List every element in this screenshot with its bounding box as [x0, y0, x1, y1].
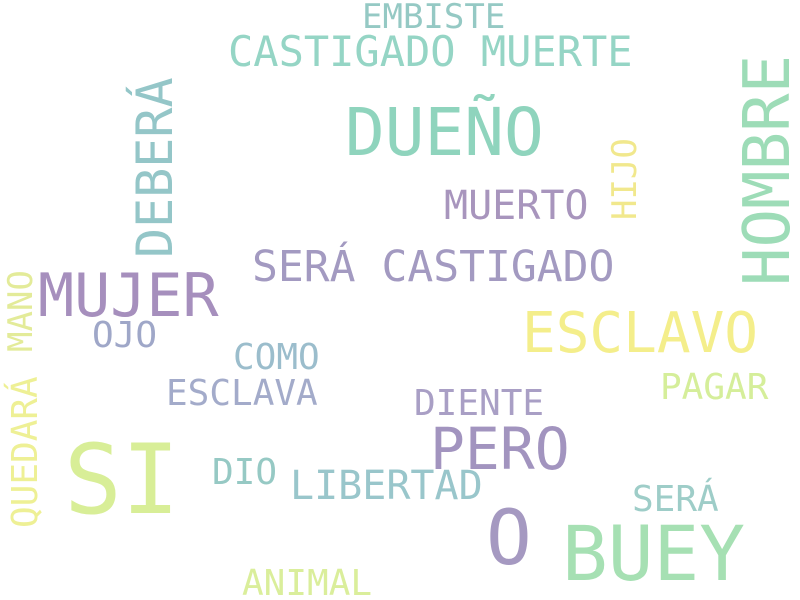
- word-pagar: PAGAR: [660, 367, 769, 408]
- word-castigado-muerte: CASTIGADO MUERTE: [228, 27, 633, 76]
- word-quedara: QUEDARÁ: [5, 376, 46, 528]
- word-diente: DIENTE: [414, 383, 545, 424]
- word-pero: PERO: [430, 415, 570, 483]
- word-dio: DIO: [212, 452, 278, 493]
- word-libertad: LIBERTAD: [290, 463, 483, 509]
- word-si: SI: [64, 424, 180, 536]
- word-embiste: EMBISTE: [362, 0, 506, 37]
- word-mano: MANO: [1, 270, 41, 352]
- word-como: COMO: [233, 337, 320, 378]
- word-hijo: HIJO: [605, 138, 645, 220]
- word-buey: BUEY: [562, 509, 746, 598]
- word-dueno: DUEÑO: [345, 94, 544, 171]
- word-esclava: ESCLAVA: [166, 373, 318, 414]
- word-debera: DEBERÁ: [126, 77, 184, 258]
- word-hombre: HOMBRE: [731, 54, 800, 286]
- word-sera-castigado: SERÁ CASTIGADO: [252, 242, 615, 292]
- word-animal: ANIMAL: [242, 563, 373, 600]
- word-ojo: OJO: [92, 315, 158, 356]
- word-sera: SERÁ: [632, 479, 719, 520]
- word-o: O: [486, 493, 532, 582]
- word-muerto: MUERTO: [444, 183, 589, 229]
- word-mujer: MUJER: [38, 261, 219, 331]
- word-esclavo: ESCLAVO: [522, 301, 759, 366]
